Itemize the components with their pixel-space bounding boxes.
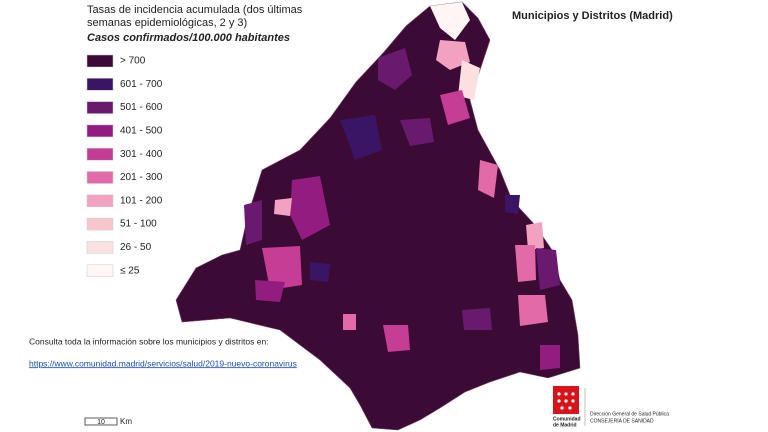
legend-swatch (86, 217, 114, 231)
logo: Comunidad de Madrid Dirección General de… (553, 386, 669, 428)
legend-swatch (86, 101, 114, 114)
area (383, 325, 410, 352)
area (378, 48, 412, 90)
area (436, 40, 470, 70)
scale-value: 10 (97, 419, 105, 426)
legend-label: 201 - 300 (120, 172, 163, 183)
area (536, 248, 560, 290)
area (478, 160, 498, 198)
legend-label: 26 - 50 (120, 242, 152, 253)
area (440, 90, 470, 125)
area (274, 198, 292, 216)
logo-dept: CONSEJERÍA DE SANIDAD (590, 417, 654, 424)
scale-unit: Km (120, 417, 132, 426)
area (290, 176, 330, 240)
legend-subtitle: Casos confirmados/100.000 habitantes (87, 32, 290, 44)
legend-label: > 700 (120, 56, 146, 67)
logo-dept: Dirección General de Salud Pública (590, 411, 669, 417)
legend-label: 301 - 400 (120, 149, 163, 160)
area (518, 295, 548, 326)
legend-swatch (86, 78, 114, 91)
legend-swatch (86, 147, 114, 161)
legend-label: 401 - 500 (120, 126, 163, 137)
area (505, 195, 520, 214)
area (526, 222, 544, 250)
legend-label: 501 - 600 (120, 102, 163, 113)
legend-label: 101 - 200 (120, 195, 163, 206)
info-text: Consulta toda la información sobre los m… (29, 336, 269, 346)
map-title: Municipios y Distritos (Madrid) (512, 10, 673, 22)
logo-stars (557, 392, 575, 410)
region-map (175, 1, 581, 431)
area (540, 345, 560, 370)
legend-swatch (86, 54, 114, 68)
area (515, 245, 536, 282)
area (458, 60, 480, 100)
info-link[interactable]: https://www.comunidad.madrid/servicios/s… (29, 358, 297, 368)
area (430, 2, 470, 40)
area (262, 246, 302, 290)
legend-title: semanas epidemiológicas, 2 y 3) (87, 17, 247, 29)
area (343, 314, 356, 330)
legend-label: 601 - 700 (120, 79, 163, 90)
area (255, 280, 285, 302)
scale-bar (84, 417, 118, 426)
area (462, 308, 492, 330)
legend-label: 51 - 100 (120, 219, 157, 230)
area (400, 118, 434, 146)
legend: > 700 601 - 700 501 - 600 401 - 500 301 - 40… (86, 54, 163, 277)
logo-name: de Madrid (553, 422, 577, 428)
legend-swatch (86, 264, 114, 277)
legend-swatch (86, 171, 114, 184)
legend-title: Tasas de incidencia acumulada (dos últim… (87, 4, 303, 16)
area (244, 200, 262, 245)
legend-swatch (86, 194, 114, 208)
legend-label: ≤ 25 (120, 265, 140, 276)
area (340, 115, 382, 160)
legend-swatch (86, 241, 114, 254)
area (310, 262, 330, 282)
logo-name: Comunidad (553, 416, 581, 422)
legend-swatch (86, 124, 114, 138)
